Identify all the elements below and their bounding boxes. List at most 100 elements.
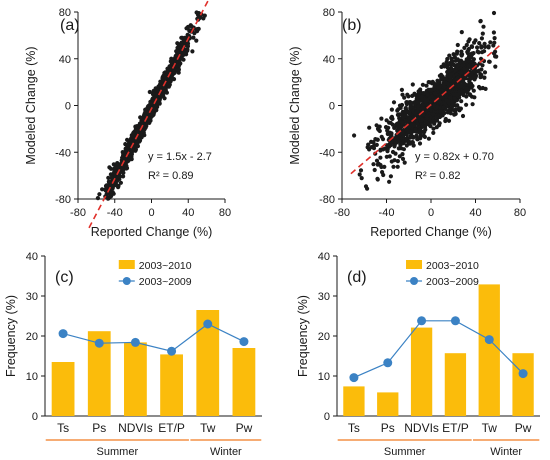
data-point	[131, 134, 136, 139]
data-point	[443, 116, 448, 122]
data-point	[464, 86, 469, 91]
data-point	[395, 164, 400, 169]
line-marker	[383, 358, 393, 368]
fit-equation: y = 1.5x - 2.7	[148, 151, 212, 163]
data-point	[417, 141, 423, 146]
data-point	[414, 133, 419, 138]
panel-label: (b)	[342, 17, 362, 34]
category-label: Pw	[236, 421, 253, 435]
x-axis-label: Reported Change (%)	[91, 225, 213, 239]
data-point	[452, 55, 457, 60]
line-marker	[417, 316, 427, 326]
data-point	[426, 136, 431, 141]
data-point	[182, 35, 187, 40]
data-point	[491, 10, 497, 16]
data-point	[438, 94, 444, 99]
y-tick-label: -40	[319, 147, 335, 159]
bar	[87, 331, 111, 416]
y-axis-label: Modeled Change (%)	[288, 46, 302, 164]
y-tick-label: 80	[59, 7, 71, 19]
data-point	[190, 49, 195, 54]
data-point	[492, 40, 497, 45]
y-tick-label: -80	[55, 194, 71, 206]
data-point	[420, 117, 425, 122]
data-point	[177, 46, 183, 51]
data-point	[423, 119, 428, 124]
data-point	[112, 175, 118, 180]
x-tick-label: 0	[148, 207, 154, 219]
data-point	[420, 123, 425, 129]
x-tick-label: -80	[70, 207, 86, 219]
data-point	[451, 62, 456, 68]
data-point	[458, 83, 464, 89]
data-point	[387, 154, 392, 159]
data-point	[155, 88, 160, 93]
data-point	[482, 41, 487, 46]
data-point	[202, 13, 207, 18]
data-point	[406, 94, 411, 99]
data-point	[109, 175, 114, 180]
bar	[444, 353, 467, 416]
data-point	[463, 82, 469, 87]
data-point	[143, 107, 148, 112]
data-point	[169, 59, 174, 64]
y-tick-label: 0	[324, 411, 330, 423]
data-point	[459, 70, 464, 75]
data-point	[404, 100, 409, 105]
x-tick-label: 40	[182, 207, 194, 219]
data-point	[475, 49, 480, 54]
data-point	[379, 164, 384, 170]
data-point	[453, 98, 458, 103]
data-point	[378, 155, 383, 160]
data-point	[464, 102, 469, 107]
group-label: Summer	[384, 446, 426, 458]
data-point	[455, 63, 460, 68]
data-point	[380, 137, 386, 142]
category-label: NDVIs	[404, 421, 439, 435]
data-point	[106, 175, 111, 180]
data-point	[476, 84, 482, 90]
y-axis-label: Frequency (%)	[4, 295, 18, 377]
data-point	[483, 44, 488, 50]
data-point	[449, 67, 454, 72]
data-point	[352, 133, 357, 138]
data-point	[420, 105, 426, 110]
bar	[196, 310, 220, 416]
data-point	[429, 87, 434, 92]
data-point	[390, 116, 395, 121]
data-points	[352, 10, 499, 191]
data-point	[455, 57, 460, 62]
data-point	[124, 166, 129, 171]
x-axis-label: Reported Change (%)	[370, 225, 492, 239]
data-point	[425, 114, 430, 119]
bar	[343, 386, 365, 416]
data-point	[191, 35, 196, 40]
data-point	[448, 95, 453, 100]
data-point	[359, 176, 364, 181]
data-point	[156, 100, 161, 105]
line-marker	[203, 319, 213, 329]
data-point	[379, 116, 384, 121]
data-point	[147, 89, 152, 95]
line-marker	[167, 346, 177, 356]
data-point	[400, 114, 405, 119]
data-point	[448, 78, 453, 83]
data-point	[412, 91, 417, 96]
legend-swatch	[406, 260, 423, 269]
data-point	[121, 154, 126, 159]
y-tick-label: 20	[318, 331, 330, 343]
data-point	[416, 89, 421, 94]
data-point	[389, 159, 394, 164]
bar	[232, 348, 256, 416]
data-point	[398, 141, 404, 147]
group-label: Winter	[490, 446, 522, 458]
y-axis-label: Modeled Change (%)	[24, 46, 38, 164]
data-point	[431, 130, 436, 135]
data-point	[395, 159, 400, 164]
y-tick-label: 40	[323, 54, 335, 66]
category-label: Ts	[57, 421, 69, 435]
data-point	[478, 72, 483, 77]
data-point	[424, 83, 429, 88]
data-point	[397, 138, 402, 144]
data-point	[415, 137, 420, 142]
